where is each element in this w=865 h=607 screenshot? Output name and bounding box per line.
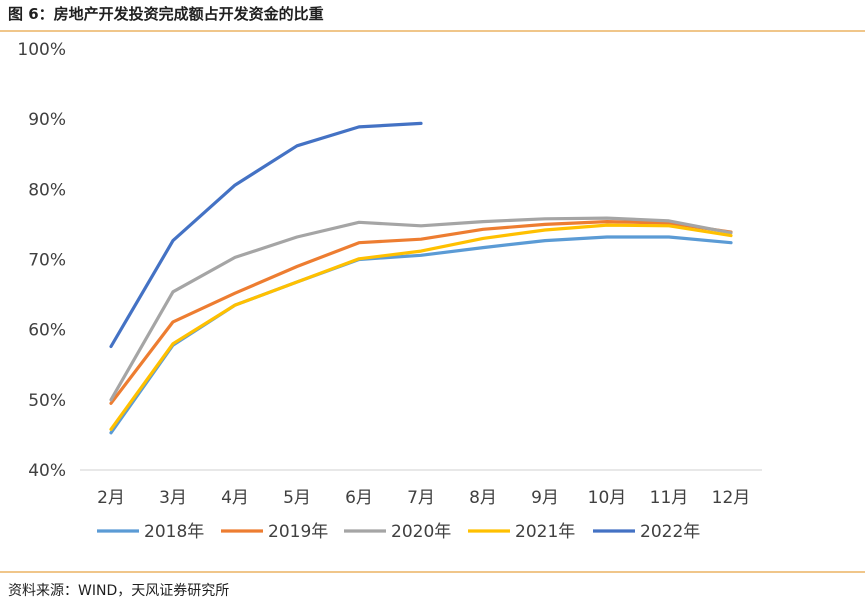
x-axis-ticks: 2月 3月 4月 5月 6月 7月 8月 9月 10月 11月 12月 — [97, 488, 750, 508]
series-lines — [109, 121, 733, 435]
x-tick-label: 7月 — [407, 488, 435, 508]
y-tick-label: 100% — [17, 40, 66, 60]
series-line-2018 — [109, 235, 733, 435]
source-rule — [0, 571, 865, 573]
line-chart: 40% 50% 60% 70% 80% 90% 100% 2月 3月 4月 5月 6月 7月 8月 9月 1… — [17, 40, 762, 542]
x-tick-label: 2月 — [97, 488, 125, 508]
y-tick-label: 80% — [28, 180, 66, 200]
y-axis-ticks: 40% 50% 60% 70% 80% 90% 100% — [17, 40, 66, 481]
series-line-2020 — [109, 216, 733, 402]
series-line-2019 — [109, 220, 733, 405]
y-tick-label: 70% — [28, 251, 66, 271]
legend-label: 2021年 — [515, 522, 575, 542]
legend-label: 2018年 — [144, 522, 204, 542]
series-line-2021 — [109, 223, 733, 431]
x-tick-label: 8月 — [469, 488, 497, 508]
source-note: 资料来源：WIND，天风证券研究所 — [8, 583, 230, 599]
figure-title: 图 6：房地产开发投资完成额占开发资金的比重 — [8, 5, 324, 23]
x-tick-label: 4月 — [221, 488, 249, 508]
x-tick-label: 6月 — [345, 488, 373, 508]
y-tick-label: 50% — [28, 391, 66, 411]
legend-label: 2020年 — [391, 522, 451, 542]
x-tick-label: 3月 — [159, 488, 187, 508]
legend-label: 2019年 — [268, 522, 328, 542]
x-tick-label: 10月 — [588, 488, 627, 508]
x-tick-label: 9月 — [531, 488, 559, 508]
series-line-2022 — [109, 121, 423, 349]
legend-label: 2022年 — [640, 522, 700, 542]
x-tick-label: 11月 — [650, 488, 689, 508]
y-tick-label: 40% — [28, 461, 66, 481]
title-rule — [0, 30, 865, 32]
legend: 2018年 2019年 2020年 2021年 2022年 — [97, 522, 700, 542]
y-tick-label: 60% — [28, 321, 66, 341]
x-tick-label: 5月 — [283, 488, 311, 508]
x-tick-label: 12月 — [712, 488, 751, 508]
y-tick-label: 90% — [28, 110, 66, 130]
